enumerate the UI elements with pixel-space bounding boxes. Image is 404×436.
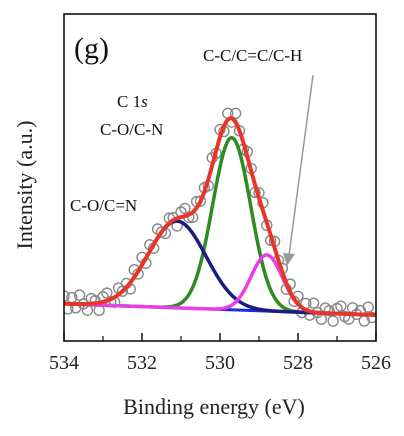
envelope-curve xyxy=(64,116,376,317)
peak-label-main: C-C/C=C/C-H xyxy=(203,46,302,65)
y-axis-title: Intensity (a.u.) xyxy=(12,121,37,250)
data-point xyxy=(307,297,320,309)
data-point xyxy=(366,311,376,324)
spectrum-label: C 1s xyxy=(117,92,148,111)
x-axis: 534 532 530 528 526 xyxy=(49,333,391,374)
x-tick-label: 534 xyxy=(49,352,79,374)
data-point xyxy=(335,300,347,312)
spectrum-label-main: C 1 xyxy=(117,92,141,111)
x-tick-label: 532 xyxy=(127,352,157,374)
x-tick-label: 528 xyxy=(283,352,313,374)
peak-label-mid: C-O/C-N xyxy=(100,120,163,139)
spectrum-label-orbital: s xyxy=(141,92,148,111)
data-point xyxy=(229,107,242,120)
x-axis-title: Binding energy (eV) xyxy=(123,394,305,419)
component-peak_main xyxy=(64,135,376,317)
data-point xyxy=(64,290,70,302)
data-point xyxy=(362,301,374,313)
annotation-arrow-head xyxy=(283,253,295,266)
annotation-arrow-line xyxy=(288,74,314,256)
data-point xyxy=(323,305,335,317)
panel-label: (g) xyxy=(74,32,109,65)
peak-label-high: C-O/C=N xyxy=(70,196,137,215)
data-point xyxy=(327,315,339,327)
data-point xyxy=(194,195,207,207)
x-tick-label: 530 xyxy=(205,352,235,374)
plot-area xyxy=(63,13,377,342)
x-tick-label: 526 xyxy=(361,352,391,374)
